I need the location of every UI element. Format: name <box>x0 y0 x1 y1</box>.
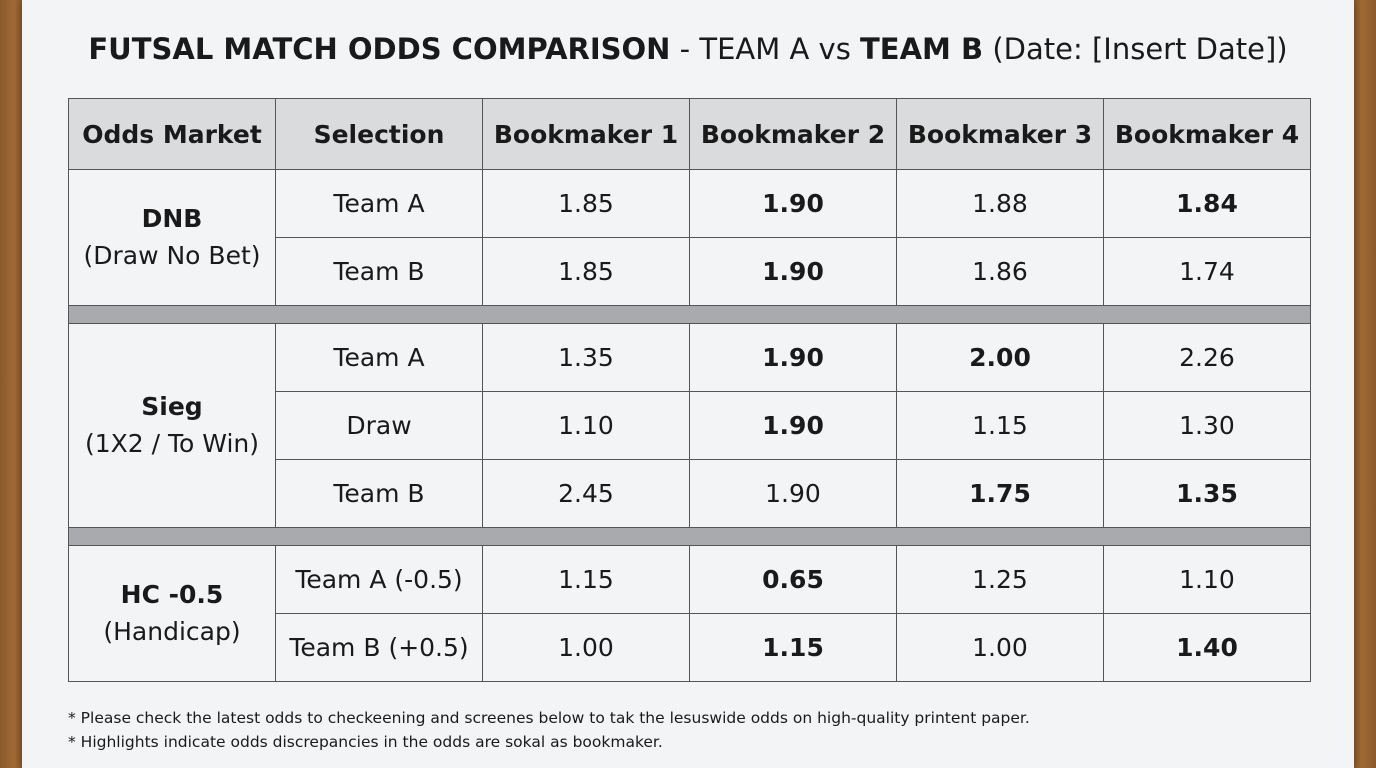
market-separator <box>68 305 1311 324</box>
header-bookmaker-1: Bookmaker 1 <box>482 98 690 170</box>
header-bookmaker-3: Bookmaker 3 <box>896 98 1104 170</box>
title-date: (Date: [Insert Date]) <box>983 32 1288 66</box>
title-team-b: TEAM B <box>860 32 984 66</box>
odds-cell-bookmaker-1: 2.45 <box>482 459 690 528</box>
selection-cell: Team A (-0.5) <box>275 545 483 614</box>
odds-cell-bookmaker-1: 1.35 <box>482 323 690 392</box>
odds-cell-bookmaker-4: 1.35 <box>1103 459 1311 528</box>
selection-cell: Team B <box>275 459 483 528</box>
odds-cell-bookmaker-1: 1.10 <box>482 391 690 460</box>
market-name: HC -0.5 <box>120 580 224 610</box>
odds-cell-bookmaker-3: 1.15 <box>896 391 1104 460</box>
odds-cell-bookmaker-2: 1.90 <box>689 323 897 392</box>
odds-cell-bookmaker-3: 2.00 <box>896 323 1104 392</box>
footnote-2: * Highlights indicate odds discrepancies… <box>68 733 663 751</box>
market-description: (Draw No Bet) <box>83 240 261 270</box>
header-selection: Selection <box>275 98 483 170</box>
selection-cell: Team B <box>275 237 483 306</box>
table-row: Draw 1.10 1.90 1.15 1.30 <box>69 391 1311 460</box>
odds-cell-bookmaker-3: 1.25 <box>896 545 1104 614</box>
table-row: DNB (Draw No Bet) Team A 1.85 1.90 1.88 1.84 <box>68 169 1311 306</box>
odds-cell-bookmaker-2: 1.90 <box>689 459 897 528</box>
odds-cell-bookmaker-4: 1.84 <box>1103 169 1311 238</box>
odds-cell-bookmaker-1: 1.85 <box>482 237 690 306</box>
title-main: FUTSAL MATCH ODDS COMPARISON <box>88 32 671 66</box>
odds-cell-bookmaker-3: 1.00 <box>896 613 1104 682</box>
odds-cell-bookmaker-2: 1.90 <box>689 169 897 238</box>
footnotes: * Please check the latest odds to checke… <box>68 706 1030 754</box>
odds-cell-bookmaker-1: 1.15 <box>482 545 690 614</box>
odds-cell-bookmaker-4: 2.26 <box>1103 323 1311 392</box>
separator-bar <box>68 527 1311 546</box>
footnote-1: * Please check the latest odds to checke… <box>68 709 1030 727</box>
header-bookmaker-2: Bookmaker 2 <box>689 98 897 170</box>
header-row: Odds Market Selection Bookmaker 1 Bookma… <box>68 98 1311 170</box>
table-row: Team B (+0.5) 1.00 1.15 1.00 1.40 <box>69 613 1311 682</box>
odds-cell-bookmaker-4: 1.74 <box>1103 237 1311 306</box>
table-row: HC -0.5 (Handicap) Team A (-0.5) 1.15 0.65 1.… <box>68 545 1311 682</box>
market-cell: DNB (Draw No Bet) <box>68 169 276 306</box>
table-row: Sieg (1X2 / To Win) Team A 1.35 1.90 2.00 2.26 <box>68 323 1311 528</box>
odds-cell-bookmaker-3: 1.75 <box>896 459 1104 528</box>
header-odds-market: Odds Market <box>68 98 276 170</box>
odds-table: Odds Market Selection Bookmaker 1 Bookma… <box>68 98 1311 682</box>
table-row: Team B 1.85 1.90 1.86 1.74 <box>69 237 1311 306</box>
odds-cell-bookmaker-3: 1.86 <box>896 237 1104 306</box>
market-separator <box>68 527 1311 546</box>
page-title: FUTSAL MATCH ODDS COMPARISON - TEAM A vs… <box>22 32 1354 66</box>
odds-cell-bookmaker-3: 1.88 <box>896 169 1104 238</box>
odds-cell-bookmaker-2: 0.65 <box>689 545 897 614</box>
selection-cell: Team A <box>275 323 483 392</box>
paper-sheet: FUTSAL MATCH ODDS COMPARISON - TEAM A vs… <box>22 0 1354 768</box>
odds-table-body: DNB (Draw No Bet) Team A 1.85 1.90 1.88 1.84 Te… <box>68 169 1311 682</box>
odds-cell-bookmaker-1: 1.00 <box>482 613 690 682</box>
market-cell: HC -0.5 (Handicap) <box>68 545 276 682</box>
odds-cell-bookmaker-2: 1.90 <box>689 237 897 306</box>
selection-cell: Team B (+0.5) <box>275 613 483 682</box>
title-vs: - TEAM A vs <box>670 32 861 66</box>
market-name: DNB <box>141 204 203 234</box>
odds-cell-bookmaker-4: 1.30 <box>1103 391 1311 460</box>
market-cell: Sieg (1X2 / To Win) <box>68 323 276 528</box>
selection-cell: Team A <box>275 169 483 238</box>
header-bookmaker-4: Bookmaker 4 <box>1103 98 1311 170</box>
market-name: Sieg <box>141 392 203 422</box>
odds-cell-bookmaker-2: 1.90 <box>689 391 897 460</box>
odds-cell-bookmaker-4: 1.40 <box>1103 613 1311 682</box>
market-description: (Handicap) <box>103 616 241 646</box>
odds-cell-bookmaker-1: 1.85 <box>482 169 690 238</box>
selection-cell: Draw <box>275 391 483 460</box>
separator-bar <box>68 305 1311 324</box>
odds-cell-bookmaker-4: 1.10 <box>1103 545 1311 614</box>
odds-cell-bookmaker-2: 1.15 <box>689 613 897 682</box>
market-description: (1X2 / To Win) <box>85 428 259 458</box>
